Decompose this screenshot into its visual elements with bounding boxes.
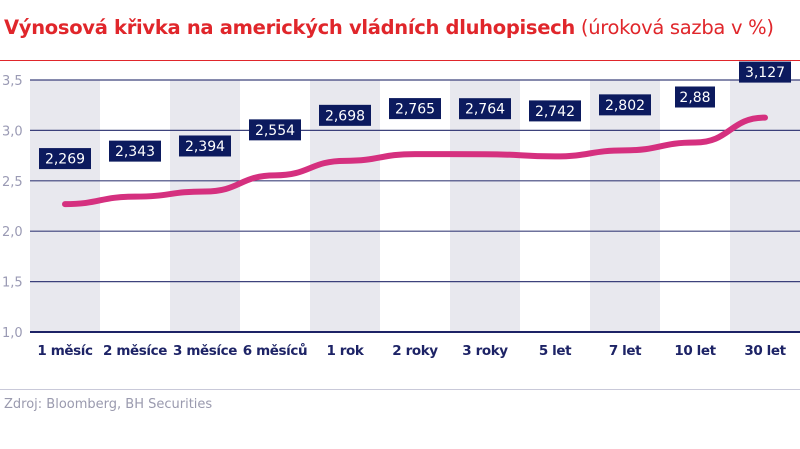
data-label-box — [39, 148, 91, 170]
data-label-box — [599, 94, 651, 116]
data-label-box — [319, 104, 371, 126]
data-label-box — [459, 98, 511, 120]
x-tick-label: 5 let — [539, 343, 572, 359]
data-label: 2,764 — [465, 102, 505, 118]
data-label: 2,802 — [605, 98, 645, 114]
data-label: 2,394 — [185, 139, 225, 155]
y-tick-label: 3,0 — [2, 124, 23, 139]
data-label: 2,698 — [325, 108, 365, 124]
y-tick-label: 1,0 — [2, 326, 23, 341]
data-label-box — [389, 98, 441, 120]
y-tick-label: 1,5 — [2, 276, 23, 291]
title-main: Výnosová křivka na amerických vládních d… — [4, 16, 575, 39]
data-label-box — [179, 135, 231, 157]
column-band — [450, 80, 520, 332]
x-tick-label: 1 měsíc — [37, 343, 93, 359]
x-tick-label: 1 rok — [326, 343, 364, 359]
y-tick-label: 3,5 — [2, 74, 23, 89]
x-tick-label: 6 měsíců — [243, 342, 307, 359]
data-label-box — [249, 119, 301, 141]
x-tick-label: 3 roky — [462, 343, 508, 359]
data-label-box — [109, 140, 161, 162]
column-band — [170, 80, 240, 332]
data-label: 2,269 — [45, 152, 85, 168]
y-tick-label: 2,0 — [2, 225, 23, 240]
x-tick-label: 10 let — [674, 343, 716, 359]
x-tick-label: 3 měsíce — [173, 343, 237, 359]
title-sub: (úroková sazba v %) — [580, 16, 774, 39]
data-label: 2,742 — [535, 104, 575, 120]
data-label: 2,88 — [679, 90, 710, 106]
y-tick-label: 2,5 — [2, 175, 23, 190]
data-label: 2,554 — [255, 123, 295, 139]
column-band — [590, 80, 660, 332]
x-tick-label: 2 měsíce — [103, 343, 167, 359]
x-tick-label: 30 let — [744, 343, 786, 359]
data-label-box — [739, 61, 791, 83]
x-tick-label: 7 let — [609, 343, 642, 359]
data-label: 2,343 — [115, 144, 155, 160]
data-label-box — [675, 86, 715, 108]
data-label: 2,765 — [395, 102, 435, 118]
chart-title: Výnosová křivka na amerických vládních d… — [4, 16, 774, 39]
source-divider — [0, 389, 800, 390]
source-note: Zdroj: Bloomberg, BH Securities — [4, 397, 213, 412]
title-divider — [0, 60, 800, 61]
x-tick-label: 2 roky — [392, 343, 438, 359]
data-label-box — [529, 100, 581, 122]
data-label: 3,127 — [745, 65, 785, 81]
